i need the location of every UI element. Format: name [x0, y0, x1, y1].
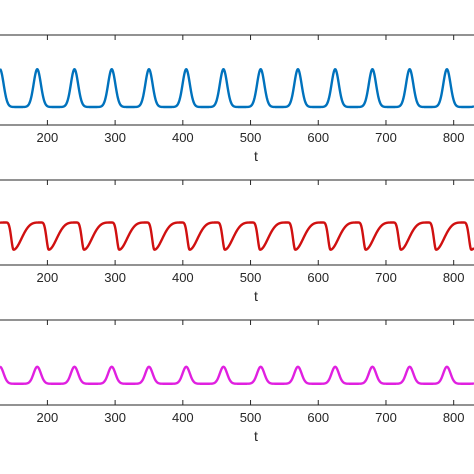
x-axis-label: t: [254, 148, 258, 164]
x-tick-label: 700: [375, 270, 397, 285]
x-tick-label: 800: [443, 130, 465, 145]
x-axis-label: t: [254, 288, 258, 304]
x-tick-label: 700: [375, 410, 397, 425]
x-tick-label: 400: [172, 130, 194, 145]
x-tick-label: 200: [37, 130, 59, 145]
series-line-1: [0, 68, 474, 109]
x-tick-label: 600: [307, 130, 329, 145]
x-tick-label: 300: [104, 410, 126, 425]
subplot-2: 200 300 400 500 600 700 800 t: [0, 179, 474, 304]
x-tick-label: 300: [104, 270, 126, 285]
x-tick-label: 800: [443, 410, 465, 425]
x-tick-label: 300: [104, 130, 126, 145]
series-line-2: [0, 221, 474, 251]
x-tick-label: 700: [375, 130, 397, 145]
x-axis-label: t: [254, 428, 258, 444]
x-tick-label: 600: [307, 410, 329, 425]
x-tick-label: 600: [307, 270, 329, 285]
subplot-3: 200 300 400 500 600 700 800 t: [0, 319, 474, 444]
x-tick-label: 500: [240, 130, 262, 145]
x-tick-label: 400: [172, 270, 194, 285]
x-tick-label: 500: [240, 270, 262, 285]
x-tick-label: 800: [443, 270, 465, 285]
x-tick-label: 500: [240, 410, 262, 425]
x-tick-label: 200: [37, 270, 59, 285]
x-tick-label: 200: [37, 410, 59, 425]
x-tick-label: 400: [172, 410, 194, 425]
series-line-3: [0, 365, 474, 385]
subplot-1: 200 300 400 500 600 700 800 t: [0, 34, 474, 164]
